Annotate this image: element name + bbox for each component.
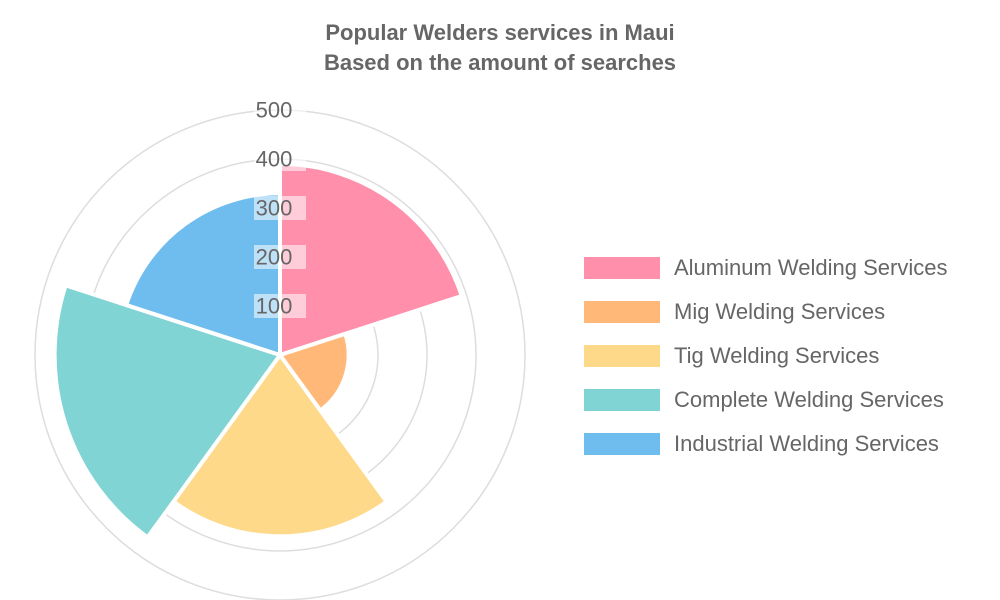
r-tick-label-100: 100 <box>256 294 293 319</box>
sector-industrial-welding-services[interactable] <box>124 191 282 357</box>
legend-swatch <box>584 257 660 279</box>
legend-label: Tig Welding Services <box>674 343 880 368</box>
legend-swatch <box>584 345 660 367</box>
legend-item[interactable]: Tig Welding Services <box>584 334 947 378</box>
legend-label: Aluminum Welding Services <box>674 255 948 280</box>
chart-legend: Aluminum Welding Services Mig Welding Ser… <box>584 246 947 466</box>
legend-label: Mig Welding Services <box>674 299 886 324</box>
legend-swatch <box>584 433 660 455</box>
tick-backdrop-100 <box>254 294 306 318</box>
legend-label: Industrial Welding Services <box>674 431 939 456</box>
chart-title-line-1: Popular Welders services in Maui <box>325 20 675 45</box>
legend-swatch <box>584 301 660 323</box>
r-tick-label-500: 500 <box>256 98 293 123</box>
r-tick-label-300: 300 <box>256 196 293 221</box>
tick-backdrop-400 <box>254 147 306 171</box>
sector-tig-welding-services[interactable] <box>171 353 389 539</box>
tick-backdrop-300 <box>254 196 306 220</box>
chart-title-line-2: Based on the amount of searches <box>323 50 677 75</box>
legend-item[interactable]: Mig Welding Services <box>584 290 947 334</box>
r-tick-label-200: 200 <box>256 245 293 270</box>
sector-complete-welding-services[interactable] <box>52 283 282 540</box>
sector-mig-welding-services[interactable] <box>278 331 351 413</box>
legend-label: Complete Welding Services <box>674 387 944 412</box>
legend-swatch <box>584 389 660 411</box>
legend-item[interactable]: Aluminum Welding Services <box>584 246 947 290</box>
tick-backdrop-200 <box>254 245 306 269</box>
legend-item[interactable]: Industrial Welding Services <box>584 422 947 466</box>
r-tick-label-400: 400 <box>256 147 293 172</box>
tick-backdrop-500 <box>254 98 306 122</box>
sector-aluminum-welding-services[interactable] <box>278 161 464 357</box>
legend-item[interactable]: Complete Welding Services <box>584 378 947 422</box>
